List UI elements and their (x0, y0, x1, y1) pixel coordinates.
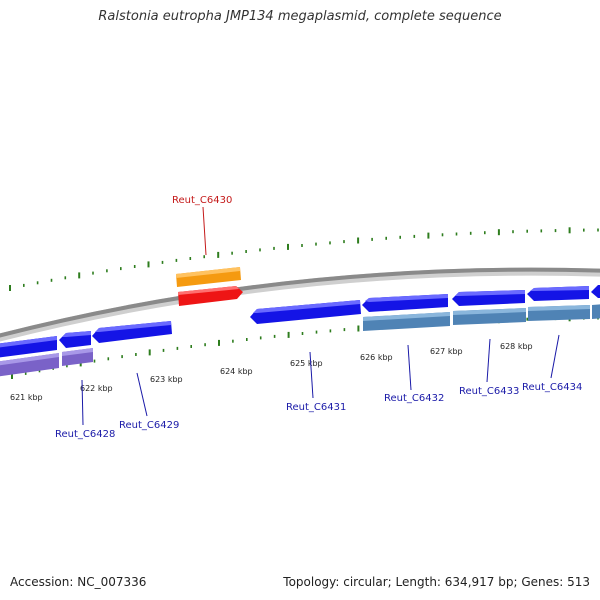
cds-track-steel-4[interactable] (592, 304, 600, 319)
scale-label-621: 621 kbp (10, 393, 43, 402)
gene-label-c6430[interactable]: Reut_C6430 (172, 195, 232, 206)
gene-feature-c6429[interactable] (92, 321, 172, 343)
gene-feature-c6433[interactable] (452, 290, 525, 306)
scale-label-627: 627 kbp (430, 347, 463, 356)
gene-label-c6433[interactable]: Reut_C6433 (459, 386, 519, 397)
gene-feature-c6430[interactable] (178, 286, 243, 306)
accession-text: Accession: NC_007336 (10, 575, 147, 589)
gene-leader-lines (81, 334, 560, 426)
gene-feature-blue-small[interactable] (59, 331, 91, 348)
scale-label-624: 624 kbp (220, 367, 253, 376)
topology-summary-text: Topology: circular; Length: 634,917 bp; … (283, 575, 590, 589)
gene-label-c6434[interactable]: Reut_C6434 (522, 382, 582, 393)
cds-track-purple-2[interactable] (62, 348, 93, 366)
gene-label-c6429[interactable]: Reut_C6429 (119, 420, 179, 431)
gene-label-c6428[interactable]: Reut_C6428 (55, 429, 115, 440)
cds-track-steel-3[interactable] (528, 305, 590, 321)
gene-label-c6432[interactable]: Reut_C6432 (384, 393, 444, 404)
cds-track-steel-2[interactable] (453, 308, 526, 325)
cds-track-purple-1[interactable] (0, 353, 59, 377)
gene-feature-c6431[interactable] (250, 300, 361, 324)
gene-feature-edge[interactable] (591, 285, 600, 298)
gene-feature-orange[interactable] (176, 267, 241, 287)
gene-leader-c6430 (202, 206, 207, 256)
map-title: Ralstonia eutropha JMP134 megaplasmid, c… (98, 9, 502, 24)
cds-track-steel-1[interactable] (363, 312, 450, 331)
gene-feature-c6428-blue[interactable] (0, 336, 57, 358)
scale-label-625: 625 kbp (290, 359, 323, 368)
scale-label-626: 626 kbp (360, 353, 393, 362)
gene-label-c6431[interactable]: Reut_C6431 (286, 402, 346, 413)
scale-label-623: 623 kbp (150, 375, 183, 384)
gene-feature-c6432[interactable] (362, 294, 448, 312)
backbone-line (0, 267, 600, 338)
outer-tick-row (9, 227, 599, 291)
scale-label-622: 622 kbp (80, 384, 113, 393)
scale-label-628: 628 kbp (500, 342, 533, 351)
gene-feature-c6434[interactable] (527, 286, 589, 301)
